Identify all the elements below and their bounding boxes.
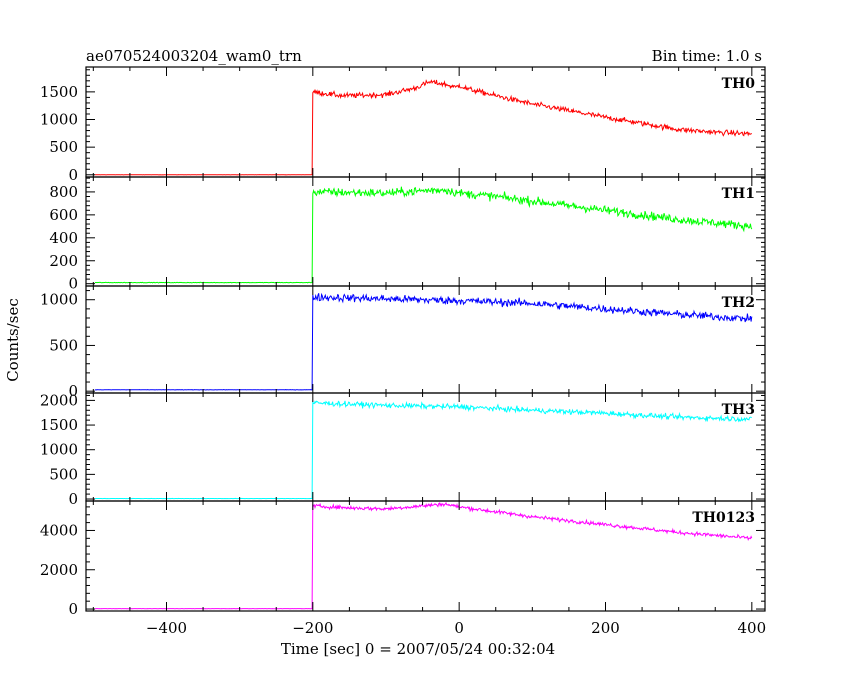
- y-tick-label: 600: [49, 206, 78, 224]
- panels-group: 0 500 1000 1500 TH0 0 200 400 600 800 TH1 0 500 1000 T…: [40, 66, 767, 637]
- bin-time-label: Bin time: 1.0 s: [652, 47, 762, 65]
- panel-frame: [85, 500, 766, 612]
- panel-th3: 0 500 1000 1500 2000 TH3: [40, 391, 766, 508]
- chart-title: ae070524003204_wam0_trn: [86, 47, 302, 65]
- y-tick-label: 1000: [40, 111, 78, 129]
- x-tick-label: 0: [454, 619, 464, 637]
- panel-label: TH1: [722, 186, 755, 202]
- x-tick-label: 400: [738, 619, 767, 637]
- y-tick-label: 2000: [40, 391, 78, 409]
- panel-th1: 0 200 400 600 800 TH1: [49, 176, 766, 293]
- x-axis-label: Time [sec] 0 = 2007/05/24 00:32:04: [281, 640, 555, 658]
- y-tick-label: 2000: [40, 561, 78, 579]
- series-th3: [94, 400, 752, 500]
- panel-frame: [85, 392, 766, 502]
- y-tick-label: 200: [49, 252, 78, 270]
- y-tick-label: 0: [68, 166, 78, 184]
- series-th1: [94, 186, 753, 284]
- y-tick-label: 1500: [40, 416, 78, 434]
- series-th2: [94, 292, 753, 391]
- y-tick-label: 1000: [40, 441, 78, 459]
- y-tick-label: 4000: [40, 521, 78, 539]
- x-tick-label: −200: [292, 619, 333, 637]
- panel-frame: [85, 285, 766, 394]
- panel-label: TH0: [722, 76, 756, 92]
- y-tick-label: 500: [49, 336, 78, 354]
- panel-label: TH3: [722, 402, 755, 418]
- x-tick-label: −400: [146, 619, 187, 637]
- panel-frame: [85, 176, 766, 287]
- panel-th0123: 0 2000 4000 TH0123: [40, 500, 766, 618]
- y-axis-label: Counts/sec: [4, 298, 22, 382]
- series-th0123: [94, 501, 753, 610]
- y-tick-label: 0: [68, 600, 78, 618]
- panel-label: TH0123: [692, 510, 755, 526]
- x-tick-label: 200: [591, 619, 620, 637]
- y-tick-label: 500: [49, 138, 78, 156]
- panel-th0: 0 500 1000 1500 TH0: [40, 66, 766, 184]
- y-tick-label: 0: [68, 275, 78, 293]
- y-tick-label: 0: [68, 382, 78, 400]
- series-th0: [94, 79, 752, 176]
- y-tick-label: 500: [49, 465, 78, 483]
- y-tick-label: 1000: [40, 291, 78, 309]
- panel-label: TH2: [722, 295, 755, 311]
- y-tick-label: 1500: [40, 83, 78, 101]
- panel-th2: 0 500 1000 TH2: [40, 285, 766, 400]
- y-tick-label: 800: [49, 183, 78, 201]
- y-tick-label: 400: [49, 229, 78, 247]
- y-tick-label: 0: [68, 490, 78, 508]
